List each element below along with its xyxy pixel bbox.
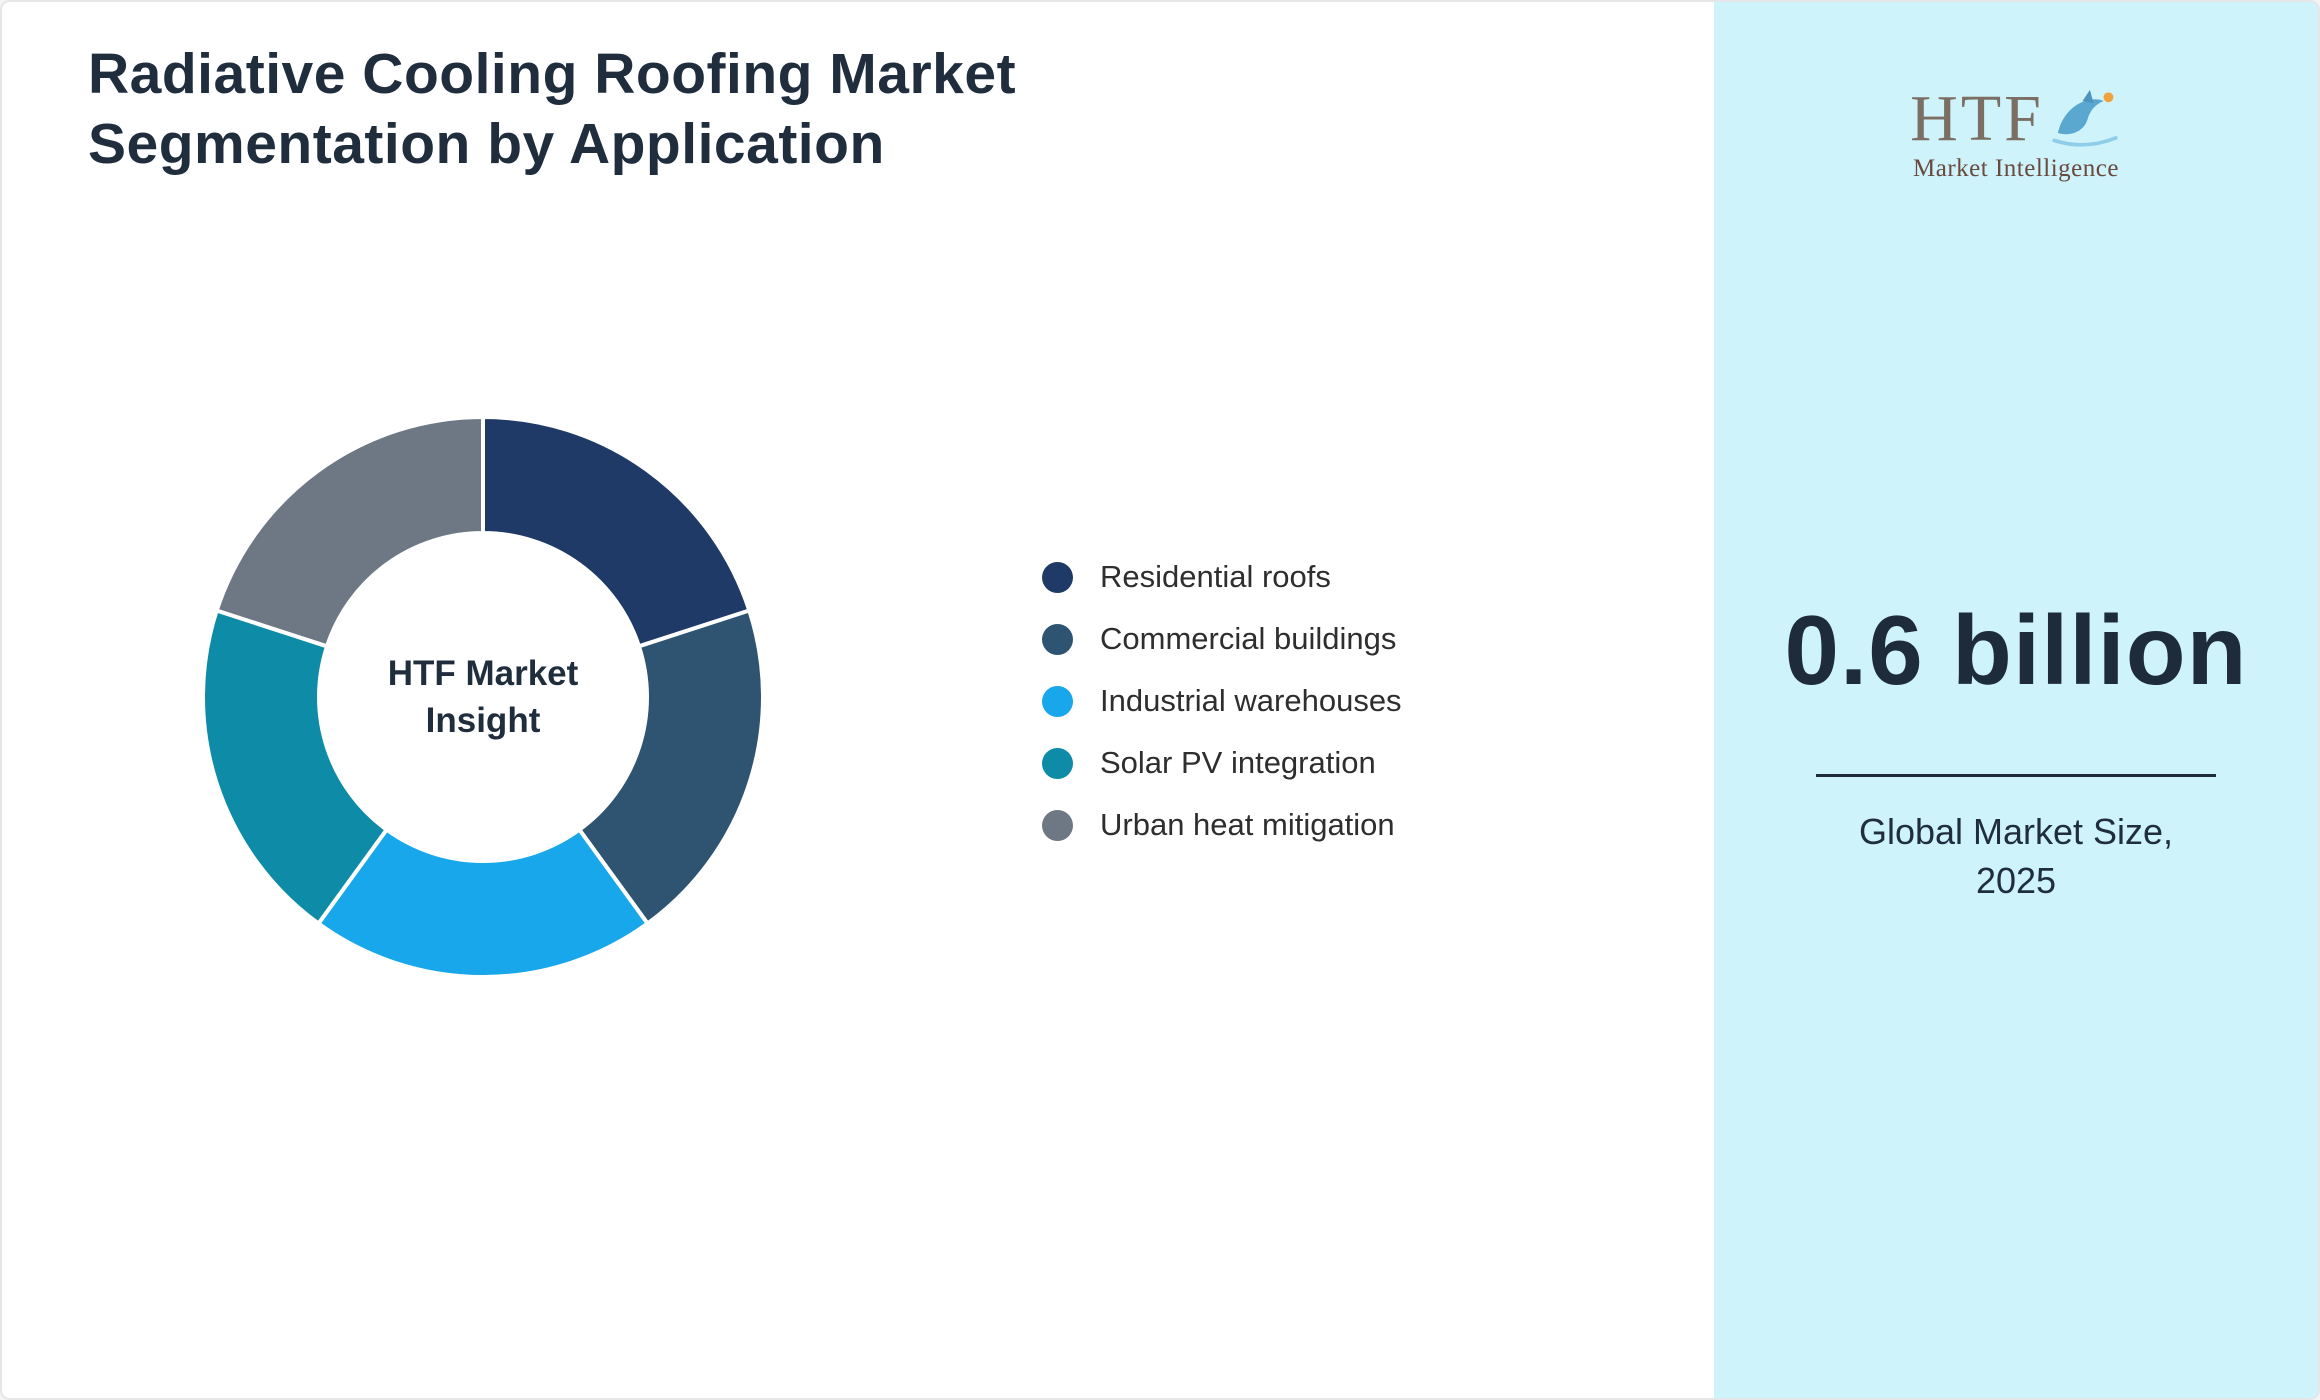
divider-line: [1816, 774, 2216, 777]
logo-block: HTF Market Intelligence: [1714, 86, 2318, 183]
legend-dot: [1042, 561, 1073, 593]
legend-label: Commercial buildings: [1100, 621, 1397, 656]
legend-label: Industrial warehouses: [1100, 683, 1402, 718]
donut-slice-1: [577, 608, 765, 926]
legend-dot: [1042, 809, 1073, 841]
donut-chart: [201, 415, 765, 979]
market-size-panel: HTF Market Intelligence 0.6 billion Glob…: [1714, 2, 2318, 1398]
caption-line2: 2025: [1975, 859, 2057, 901]
legend-dot: [1042, 623, 1073, 655]
logo-subtext: Market Intelligence: [1913, 155, 2119, 182]
caption-line1: Global Market Size,: [1858, 811, 2174, 852]
legend-item: Industrial warehouses: [1042, 678, 1402, 724]
donut-slice-2: [316, 827, 650, 979]
legend-label: Residential roofs: [1100, 559, 1331, 594]
market-size-caption: Global Market Size, 2025: [1714, 808, 2318, 906]
logo-text: HTF: [1910, 82, 2044, 155]
legend-dot: [1042, 747, 1073, 779]
chart-section: Radiative Cooling Roofing Market Segment…: [2, 2, 1714, 1398]
legend: Residential roofs Commercial buildings Ind…: [1042, 554, 1402, 864]
legend-label: Solar PV integration: [1100, 745, 1376, 780]
market-size-value: 0.6 billion: [1784, 595, 2248, 705]
legend-label: Urban heat mitigation: [1100, 807, 1395, 842]
page-title-line1: Radiative Cooling Roofing Market: [88, 42, 1017, 106]
page-title: Radiative Cooling Roofing Market Segment…: [88, 40, 1016, 179]
page-title-line2: Segmentation by Application: [88, 111, 885, 176]
legend-item: Solar PV integration: [1042, 740, 1402, 786]
legend-item: Urban heat mitigation: [1042, 802, 1402, 848]
donut-slice-4: [214, 415, 485, 649]
legend-item: Residential roofs: [1042, 554, 1402, 600]
donut-slice-3: [201, 608, 389, 926]
legend-dot: [1042, 685, 1073, 717]
legend-item: Commercial buildings: [1042, 616, 1402, 662]
donut-slice-0: [481, 415, 752, 649]
logo-row: HTF: [1714, 86, 2318, 153]
donut-chart-container: HTF Market Insight: [183, 397, 783, 997]
dolphin-logo-icon: [2048, 86, 2122, 153]
